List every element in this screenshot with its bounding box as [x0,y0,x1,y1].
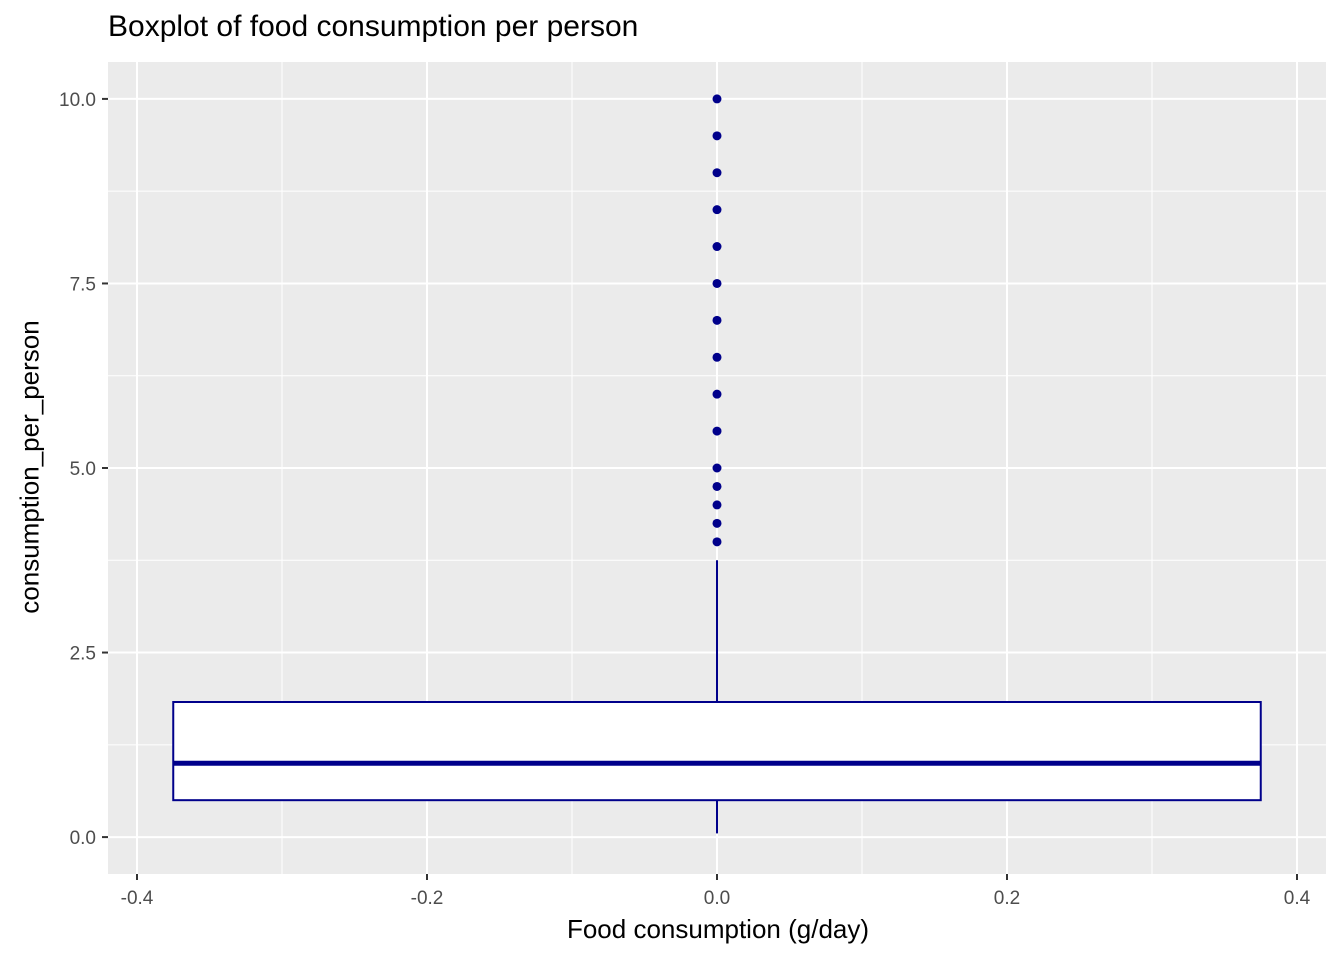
outlier-points [712,94,722,547]
x-tick-label: 0.2 [994,888,1020,909]
outlier-point [712,94,722,104]
y-tick-label: 10.0 [59,90,96,111]
outlier-point [712,205,722,215]
outlier-point [712,242,722,252]
outlier-point [712,518,722,528]
outlier-point [712,315,722,325]
outlier-point [712,131,722,141]
outlier-point [712,389,722,399]
outlier-point [712,463,722,473]
y-axis: 0.0 2.5 5.0 7.5 10.0 [59,90,108,849]
y-tick-label: 2.5 [70,644,96,665]
y-axis-label: consumption_per_person [14,320,45,614]
outlier-point [712,500,722,510]
y-tick-label: 0.0 [70,828,96,849]
outlier-point [712,352,722,362]
box-iqr [172,701,1262,802]
x-axis-label: Food consumption (g/day) [566,914,870,944]
x-axis: -0.4 -0.2 0.0 0.2 0.4 [121,874,1311,909]
x-tick-label: 0.4 [1284,888,1311,909]
outlier-point [712,537,722,547]
x-tick-label: 0.0 [704,888,730,909]
y-tick-label: 7.5 [70,274,96,295]
outlier-point [712,426,722,436]
outlier-point [712,278,722,288]
chart-title: Boxplot of food consumption per person [108,10,639,43]
outlier-point [712,481,722,491]
y-tick-label: 5.0 [70,459,96,480]
x-tick-label: -0.4 [121,888,154,909]
x-tick-label: -0.2 [411,888,444,909]
boxplot [172,560,1262,834]
outlier-point [712,168,722,178]
